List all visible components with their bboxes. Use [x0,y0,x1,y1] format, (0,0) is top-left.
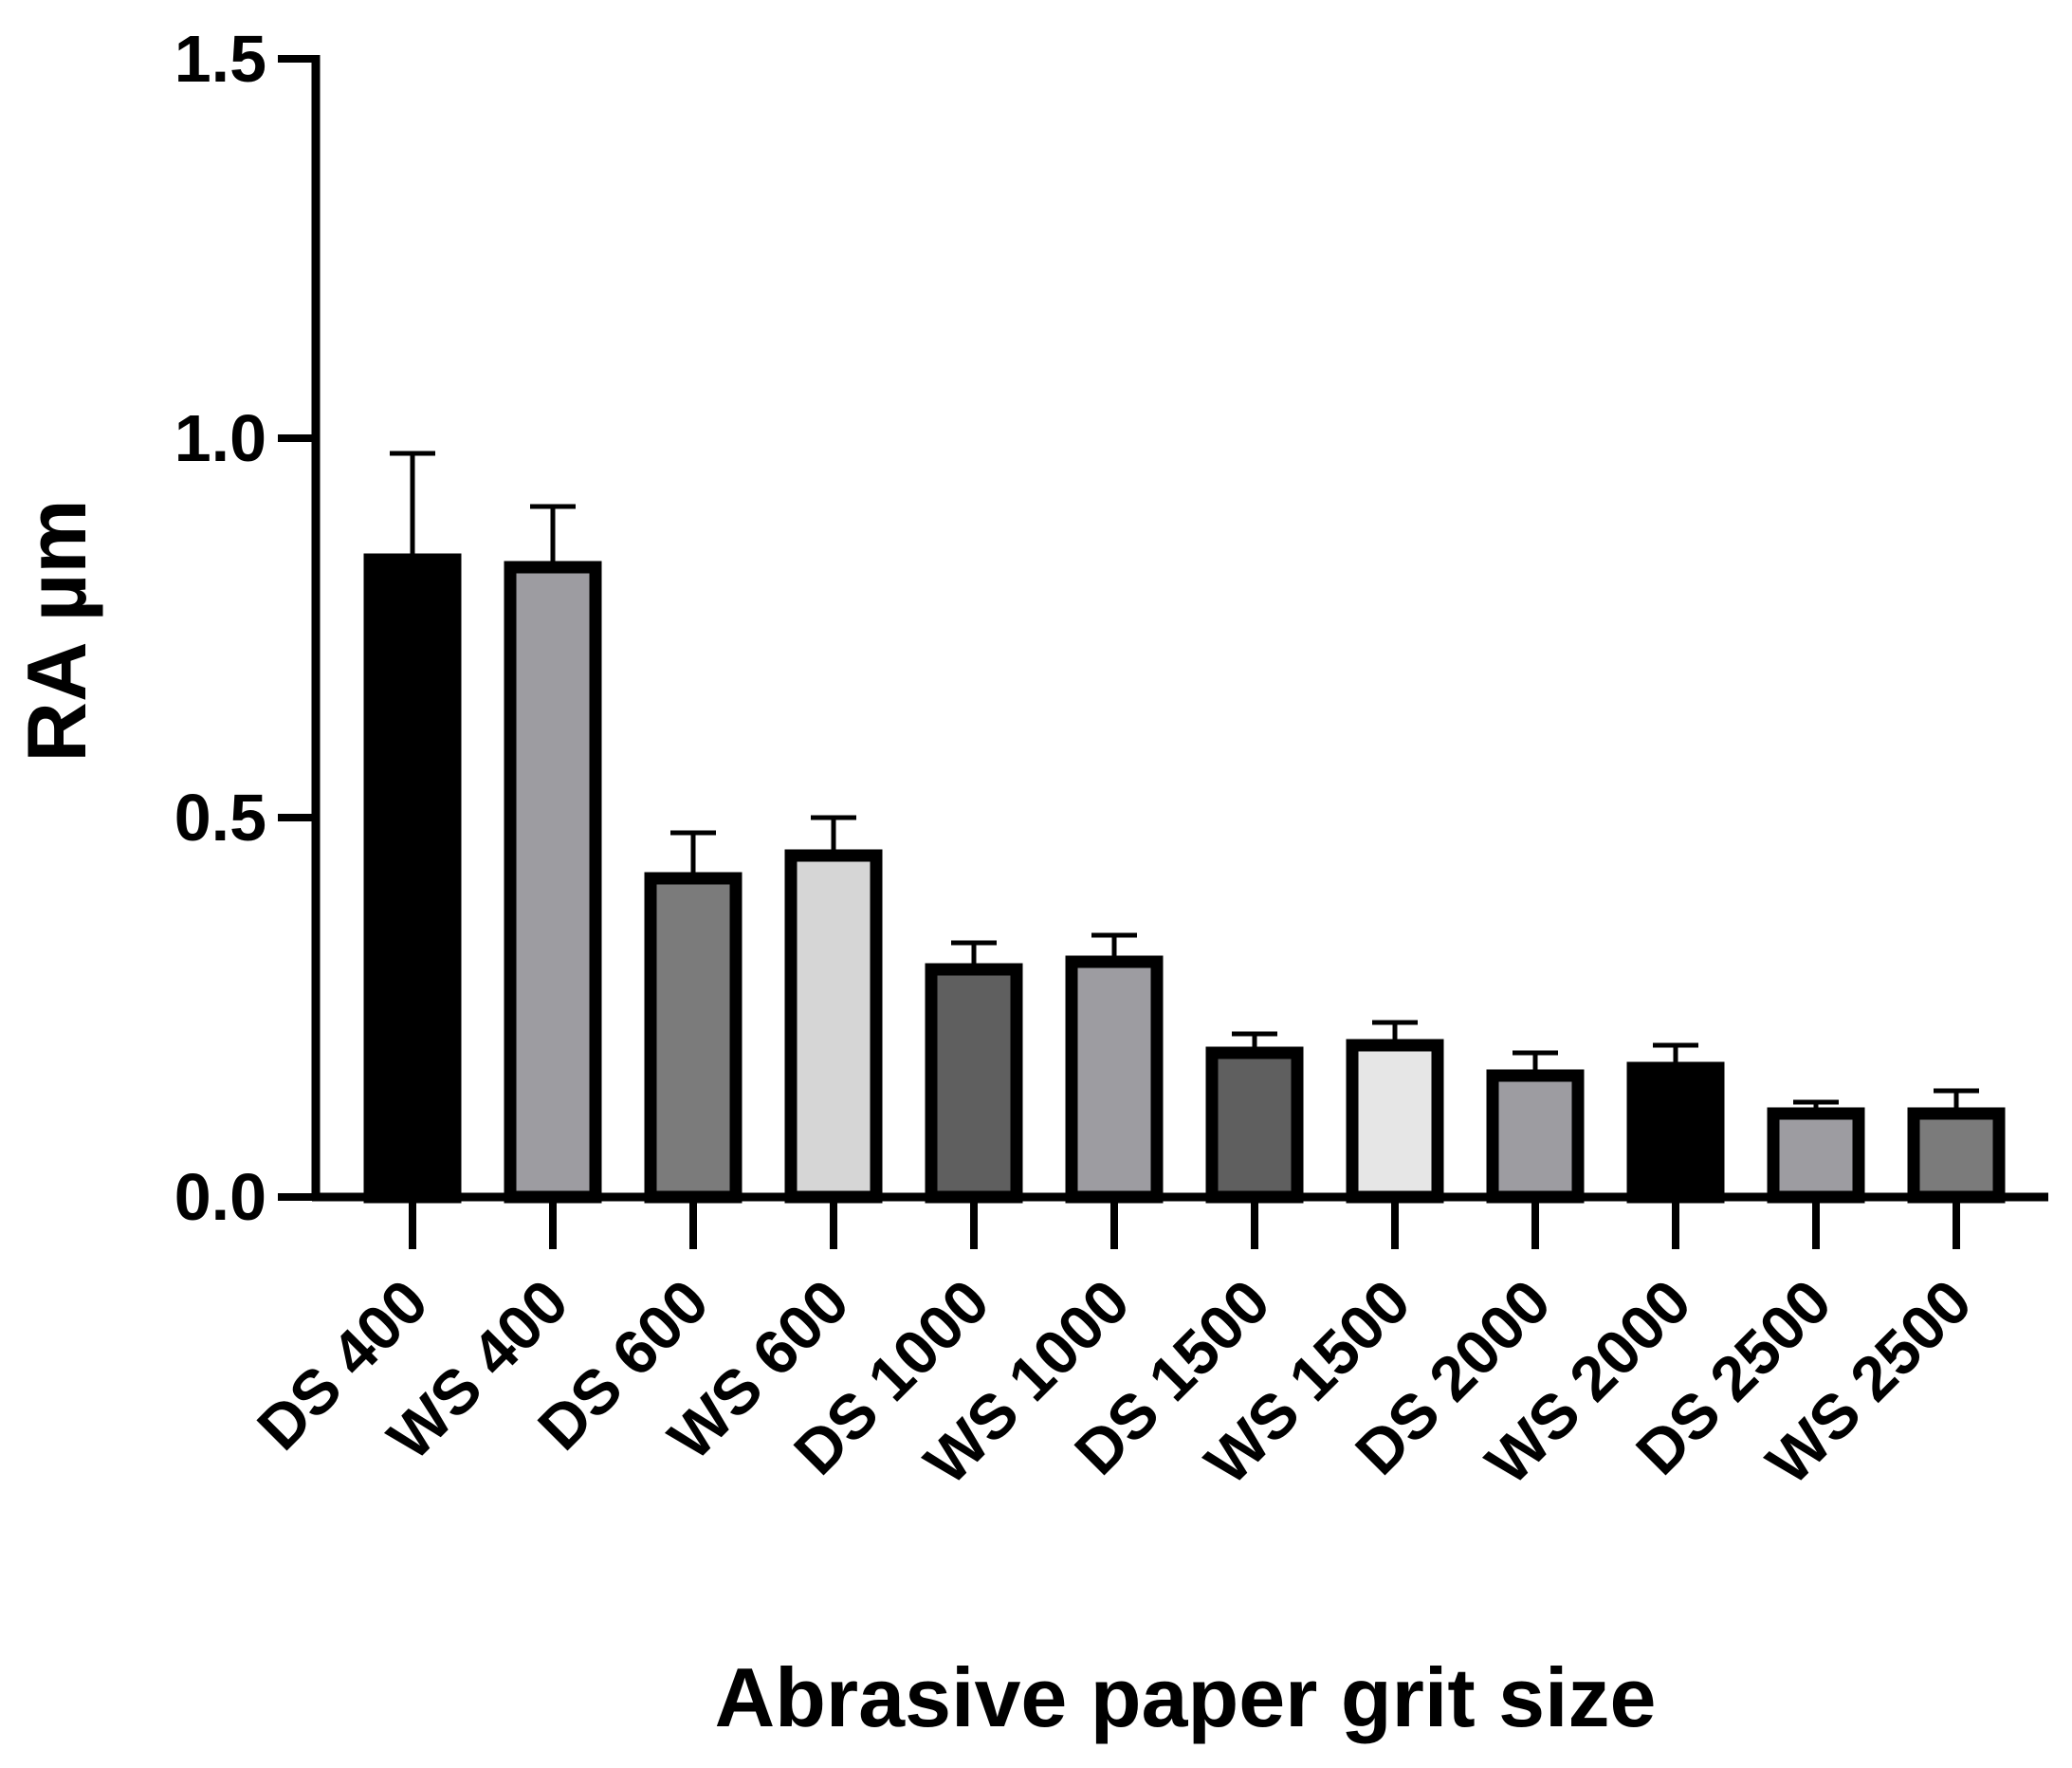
bar-ws-600 [784,849,883,1204]
y-tick-label: 1.0 [174,401,266,475]
bar-ds-400 [363,553,462,1204]
bar-ds-600 [644,872,743,1204]
bar-ws-2500 [1907,1107,2006,1204]
axes-layer [278,55,2048,1249]
y-tick-label: 0.5 [174,781,266,855]
y-tick-label: 0.0 [174,1160,266,1234]
bar-ds-2500 [1767,1107,1865,1204]
bars-layer [363,451,2006,1204]
bar-ws-2000 [1626,1061,1725,1204]
x-axis-title: Abrasive paper grit size [715,1650,1657,1744]
bar-ds-1500 [1205,1046,1304,1204]
bar-ws-400 [504,561,602,1204]
bar-ws-1500 [1346,1039,1444,1204]
bar-ds-1000 [925,963,1023,1204]
y-axis-title: RA µm [9,499,103,762]
bar-ds-2000 [1486,1069,1585,1204]
bar-ws-1000 [1065,955,1164,1204]
y-tick-label: 1.5 [174,22,266,96]
